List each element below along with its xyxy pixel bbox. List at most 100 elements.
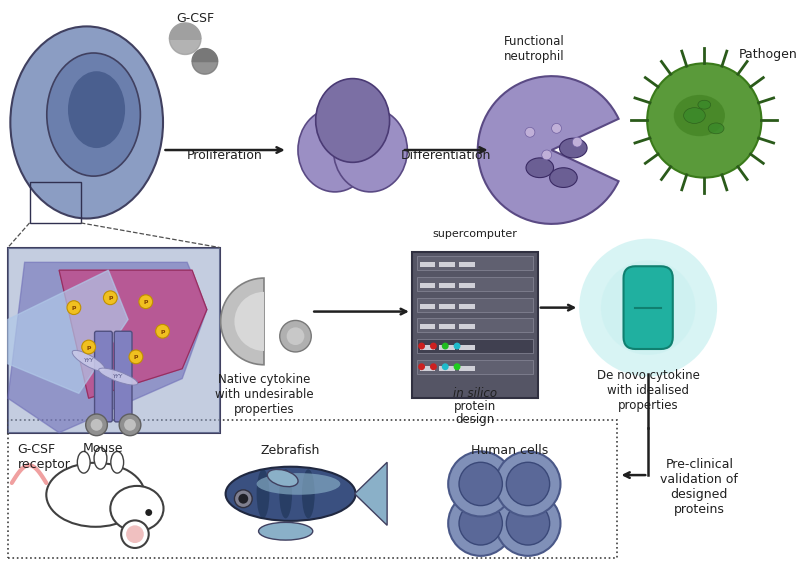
Circle shape	[418, 342, 425, 349]
Circle shape	[67, 301, 81, 315]
Text: Zebrafish: Zebrafish	[261, 444, 320, 457]
Ellipse shape	[111, 452, 124, 473]
Circle shape	[286, 327, 304, 345]
Ellipse shape	[110, 486, 163, 531]
Ellipse shape	[10, 27, 163, 218]
Circle shape	[280, 320, 311, 352]
Text: YYY: YYY	[83, 358, 94, 363]
Circle shape	[542, 150, 552, 160]
Text: YYY: YYY	[113, 374, 123, 379]
FancyBboxPatch shape	[417, 277, 533, 291]
Circle shape	[459, 501, 502, 545]
Circle shape	[448, 491, 514, 556]
Text: p: p	[108, 295, 113, 301]
FancyBboxPatch shape	[417, 360, 533, 374]
Circle shape	[238, 494, 248, 504]
Ellipse shape	[674, 95, 725, 136]
Polygon shape	[192, 61, 218, 74]
Circle shape	[579, 239, 717, 376]
FancyBboxPatch shape	[417, 339, 533, 353]
Text: p: p	[143, 299, 148, 304]
Ellipse shape	[334, 108, 407, 192]
FancyBboxPatch shape	[420, 345, 435, 350]
FancyBboxPatch shape	[459, 304, 474, 308]
FancyBboxPatch shape	[114, 331, 132, 422]
Circle shape	[156, 324, 170, 338]
Ellipse shape	[559, 138, 587, 158]
Ellipse shape	[298, 108, 372, 192]
Text: supercomputer: supercomputer	[432, 229, 518, 239]
Text: Native cytokine
with undesirable
properties: Native cytokine with undesirable propert…	[214, 372, 314, 415]
Ellipse shape	[708, 123, 724, 134]
Ellipse shape	[78, 452, 90, 473]
Circle shape	[124, 419, 136, 431]
Circle shape	[601, 260, 695, 355]
Circle shape	[121, 520, 149, 548]
Circle shape	[506, 501, 550, 545]
FancyBboxPatch shape	[439, 304, 455, 308]
FancyBboxPatch shape	[420, 262, 435, 267]
Circle shape	[442, 342, 449, 349]
Circle shape	[448, 452, 514, 516]
FancyBboxPatch shape	[412, 252, 538, 398]
Circle shape	[139, 295, 153, 308]
Circle shape	[234, 490, 252, 508]
Circle shape	[82, 340, 95, 354]
Ellipse shape	[46, 463, 145, 527]
FancyBboxPatch shape	[420, 324, 435, 329]
FancyBboxPatch shape	[94, 331, 112, 422]
Circle shape	[146, 509, 152, 516]
Wedge shape	[234, 292, 264, 351]
Ellipse shape	[279, 469, 292, 518]
Circle shape	[442, 363, 449, 370]
Ellipse shape	[68, 71, 125, 148]
FancyBboxPatch shape	[439, 324, 455, 329]
Text: Functional
neutrophil: Functional neutrophil	[503, 35, 564, 63]
Circle shape	[552, 123, 562, 133]
Text: p: p	[134, 354, 138, 359]
Circle shape	[454, 342, 461, 349]
Polygon shape	[59, 270, 207, 398]
Ellipse shape	[267, 469, 298, 487]
FancyBboxPatch shape	[623, 266, 673, 349]
Circle shape	[525, 127, 535, 137]
Circle shape	[572, 137, 582, 147]
Wedge shape	[478, 76, 618, 224]
Circle shape	[430, 342, 437, 349]
Text: Differentiation: Differentiation	[401, 149, 491, 162]
FancyBboxPatch shape	[439, 283, 455, 288]
Text: Pathogen: Pathogen	[739, 48, 798, 61]
Ellipse shape	[46, 53, 140, 176]
Ellipse shape	[526, 158, 554, 178]
Ellipse shape	[684, 108, 706, 123]
Text: De novo cytokine
with idealised
properties: De novo cytokine with idealised properti…	[597, 368, 699, 411]
Circle shape	[103, 291, 118, 305]
Circle shape	[495, 491, 561, 556]
Circle shape	[119, 414, 141, 436]
FancyBboxPatch shape	[420, 283, 435, 288]
Ellipse shape	[698, 100, 710, 109]
Polygon shape	[8, 262, 207, 433]
Text: Human cells: Human cells	[470, 444, 548, 457]
Circle shape	[459, 462, 502, 505]
FancyBboxPatch shape	[8, 247, 220, 433]
FancyBboxPatch shape	[420, 304, 435, 308]
FancyBboxPatch shape	[459, 262, 474, 267]
Ellipse shape	[72, 350, 105, 371]
FancyBboxPatch shape	[439, 366, 455, 371]
Ellipse shape	[98, 368, 138, 385]
Ellipse shape	[94, 448, 107, 469]
Ellipse shape	[257, 473, 340, 495]
Text: p: p	[86, 345, 91, 350]
Circle shape	[506, 462, 550, 505]
Text: Proliferation: Proliferation	[186, 149, 262, 162]
FancyBboxPatch shape	[8, 247, 220, 433]
Circle shape	[126, 525, 144, 543]
FancyBboxPatch shape	[439, 345, 455, 350]
FancyBboxPatch shape	[417, 256, 533, 270]
FancyBboxPatch shape	[417, 319, 533, 332]
Ellipse shape	[302, 469, 314, 518]
Text: p: p	[72, 305, 76, 310]
Circle shape	[430, 363, 437, 370]
FancyBboxPatch shape	[439, 262, 455, 267]
